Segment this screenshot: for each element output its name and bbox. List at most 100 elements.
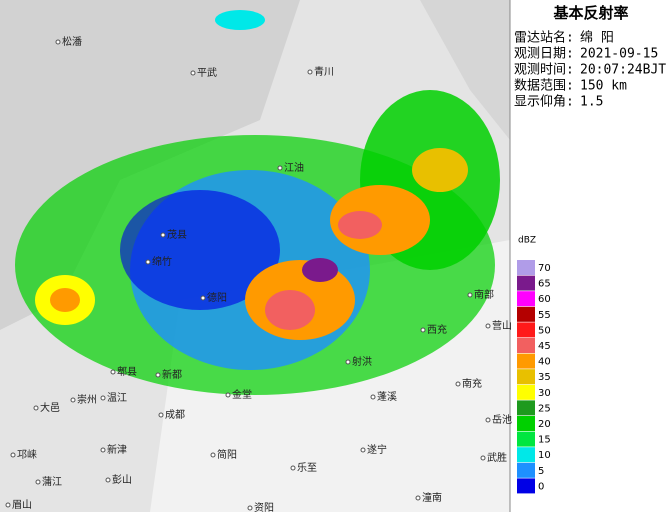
- city-name: 西充: [427, 323, 447, 336]
- city-name: 平武: [197, 66, 217, 79]
- info-label: 观测日期:: [514, 47, 574, 62]
- city-marker: [455, 381, 461, 387]
- city-name: 德阳: [207, 291, 227, 304]
- city-name: 江油: [284, 161, 304, 174]
- city-marker: [210, 452, 216, 458]
- city-marker: [160, 232, 166, 238]
- legend-swatch: [517, 338, 535, 353]
- city-name: 青川: [314, 65, 334, 78]
- city-marker: [55, 39, 61, 45]
- city-name: 茂县: [167, 228, 187, 241]
- legend-swatch: [517, 431, 535, 447]
- city-name: 眉山: [12, 499, 32, 511]
- legend-swatch: [517, 447, 535, 463]
- city-name: 温江: [107, 392, 127, 404]
- legend-swatch: [517, 275, 535, 291]
- city-name: 绵竹: [152, 255, 172, 268]
- city-marker: [200, 295, 206, 301]
- city-name: 营山: [492, 319, 512, 332]
- city-marker: [35, 479, 41, 485]
- city-name: 南部: [474, 288, 494, 301]
- city-marker: [100, 447, 106, 453]
- city-name: 射洪: [352, 356, 372, 368]
- info-value: 2021-09-15: [580, 47, 658, 62]
- legend-label: 45: [538, 341, 551, 352]
- legend-swatch: [517, 369, 535, 385]
- info-value: 150 km: [580, 79, 627, 94]
- legend-label: 55: [538, 310, 551, 321]
- legend-label: 15: [538, 435, 551, 446]
- city-marker: [225, 392, 231, 398]
- legend-swatch: [517, 291, 535, 307]
- city-marker: [480, 455, 486, 461]
- legend-swatch: [517, 353, 535, 369]
- city-marker: [70, 397, 76, 403]
- legend-label: 50: [538, 325, 551, 336]
- city-marker: [485, 417, 491, 423]
- title: 基本反射率: [552, 4, 628, 22]
- mountains: [420, 0, 510, 140]
- legend-label: 70: [538, 263, 551, 274]
- legend-label: 20: [538, 419, 551, 430]
- legend-unit: dBZ: [518, 236, 536, 246]
- city-marker: [360, 447, 366, 453]
- city-marker: [415, 495, 421, 501]
- city-name: 大邑: [40, 401, 60, 414]
- city-name: 蓬溪: [377, 391, 397, 403]
- city-marker: [5, 502, 11, 508]
- city-marker: [190, 70, 196, 76]
- legend-swatch: [517, 322, 535, 338]
- radar-echo: [15, 10, 500, 395]
- legend-swatch: [517, 462, 535, 478]
- city-marker: [105, 477, 111, 483]
- legend-label: 0: [538, 481, 544, 492]
- city-name: 蒲江: [42, 475, 62, 488]
- legend-label: 65: [538, 279, 551, 290]
- city-name: 崇州: [77, 394, 97, 406]
- city-marker: [145, 259, 151, 265]
- city-name: 遂宁: [367, 443, 387, 456]
- legend-label: 30: [538, 388, 551, 399]
- city-name: 武胜: [487, 451, 507, 464]
- city-name: 新都: [162, 368, 182, 381]
- legend-swatch: [517, 306, 535, 322]
- city-marker: [110, 369, 116, 375]
- city-marker: [467, 292, 473, 298]
- city-marker: [290, 465, 296, 471]
- legend-swatch: [517, 384, 535, 400]
- city-marker: [100, 395, 106, 401]
- city-marker: [10, 452, 16, 458]
- city-marker: [370, 394, 376, 400]
- legend-label: 10: [538, 450, 551, 461]
- info-label: 数据范围:: [514, 79, 574, 94]
- city-name: 邛崃: [17, 449, 37, 461]
- info-value: 绵 阳: [580, 31, 614, 46]
- city-name: 金堂: [232, 388, 252, 401]
- city-name: 郫县: [117, 365, 137, 378]
- city-name: 潼南: [422, 491, 442, 504]
- legend-swatch: [517, 478, 535, 494]
- city-marker: [247, 505, 253, 511]
- city-name: 简阳: [217, 448, 237, 461]
- info-value: 1.5: [580, 95, 603, 110]
- city-name: 彭山: [112, 473, 132, 486]
- city-marker: [345, 359, 351, 365]
- legend-swatch: [517, 260, 535, 275]
- city-name: 资阳: [254, 502, 274, 512]
- legend-swatch: [517, 416, 535, 431]
- city-name: 乐至: [297, 462, 317, 474]
- city-name: 新津: [107, 443, 127, 456]
- city-name: 南充: [462, 377, 482, 390]
- city-marker: [33, 405, 39, 411]
- city-marker: [158, 412, 164, 418]
- city-marker: [420, 327, 426, 333]
- legend-swatch: [517, 400, 535, 416]
- city-marker: [307, 69, 313, 75]
- info-label: 观测时间:: [514, 63, 574, 78]
- city-name: 岳池: [492, 413, 512, 426]
- city-name: 成都: [165, 409, 185, 421]
- legend-label: 60: [538, 294, 551, 305]
- legend-label: 35: [538, 372, 551, 383]
